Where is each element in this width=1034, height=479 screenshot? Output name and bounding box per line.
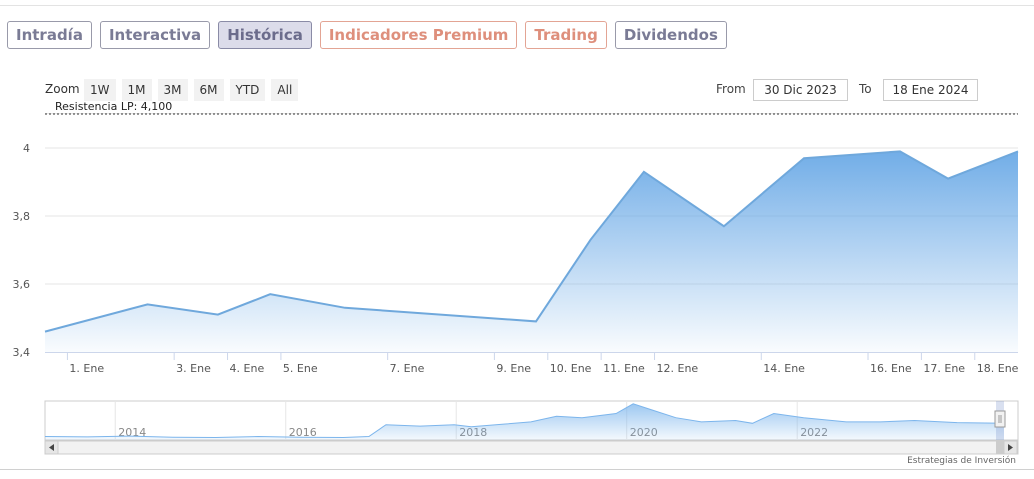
to-label: To bbox=[859, 82, 872, 96]
tab-indicadores-premium[interactable]: Indicadores Premium bbox=[319, 21, 518, 49]
resistance-label: Resistencia LP: 4,100 bbox=[55, 100, 172, 113]
zoom-3m-button[interactable]: 3M bbox=[157, 79, 188, 101]
handle-body bbox=[994, 410, 1006, 428]
scrollbar-track bbox=[44, 440, 1019, 455]
tab-dividendos[interactable]: Dividendos bbox=[614, 21, 727, 49]
x-tick-label: 10. Ene bbox=[550, 362, 592, 375]
zoom-1m-button[interactable]: 1M bbox=[121, 79, 152, 101]
zoom-6m-button[interactable]: 6M bbox=[193, 79, 224, 101]
x-axis-labels: 1. Ene 3. Ene 4. Ene 5. Ene 7. Ene 9. Ene 10. … bbox=[45, 352, 1019, 375]
x-tick-label: 7. Ene bbox=[390, 362, 425, 375]
x-tick-label: 4. Ene bbox=[230, 362, 265, 375]
tab-trading[interactable]: Trading bbox=[525, 21, 607, 49]
x-tick-label: 3. Ene bbox=[176, 362, 211, 375]
zoom-label: Zoom bbox=[45, 82, 80, 96]
x-tick-label: 18. Ene bbox=[977, 362, 1019, 375]
y-tick-label: 4 bbox=[23, 142, 30, 155]
tab-historica[interactable]: Histórica bbox=[218, 21, 312, 49]
price-line bbox=[44, 150, 1019, 333]
tab-intradia[interactable]: Intradía bbox=[7, 21, 92, 49]
price-area-series bbox=[44, 150, 1019, 352]
y-axis-labels: 3,4 3,6 3,8 4 bbox=[13, 142, 31, 359]
x-tick-label: 14. Ene bbox=[763, 362, 805, 375]
arrow-left-icon bbox=[49, 444, 54, 451]
toolbar-divider bbox=[45, 113, 1018, 114]
navigator-scrollbar[interactable] bbox=[44, 440, 1019, 455]
to-date-input[interactable] bbox=[883, 79, 978, 101]
y-tick-label: 3,8 bbox=[13, 210, 31, 223]
price-area-fill bbox=[45, 151, 1018, 352]
from-label: From bbox=[716, 82, 746, 96]
x-tick-label: 17. Ene bbox=[923, 362, 965, 375]
zoom-ytd-button[interactable]: YTD bbox=[229, 79, 266, 101]
x-tick-label: 12. Ene bbox=[657, 362, 699, 375]
arrow-right-icon bbox=[1008, 444, 1013, 451]
view-tabs: Intradía Interactiva Histórica Indicador… bbox=[7, 21, 727, 49]
scrollbar-thumb bbox=[996, 441, 1004, 454]
x-tick-label: 5. Ene bbox=[283, 362, 318, 375]
navigator: 20142016201820202022 bbox=[44, 400, 1019, 455]
navigator-handle[interactable] bbox=[994, 410, 1006, 428]
zoom-all-button[interactable]: All bbox=[271, 79, 299, 101]
y-tick-label: 3,6 bbox=[13, 278, 31, 291]
navigator-year-label: 2016 bbox=[289, 426, 317, 439]
from-date-input[interactable] bbox=[753, 79, 848, 101]
x-tick-label: 16. Ene bbox=[870, 362, 912, 375]
x-tick-label: 1. Ene bbox=[69, 362, 104, 375]
top-rule bbox=[0, 5, 1034, 6]
tab-interactiva[interactable]: Interactiva bbox=[99, 21, 211, 49]
resistance-plot-line: Resistencia LP: 4,100 bbox=[45, 100, 1018, 115]
navigator-line bbox=[44, 403, 1005, 439]
zoom-buttons: 1W 1M 3M 6M YTD All bbox=[84, 79, 299, 101]
bottom-rule bbox=[0, 469, 1034, 470]
y-tick-label: 3,4 bbox=[13, 346, 31, 359]
navigator-area bbox=[45, 403, 1004, 440]
x-tick-label: 11. Ene bbox=[603, 362, 645, 375]
zoom-1w-button[interactable]: 1W bbox=[84, 79, 116, 101]
credits: Estrategias de Inversión bbox=[907, 456, 1016, 466]
x-tick-label: 9. Ene bbox=[496, 362, 531, 375]
